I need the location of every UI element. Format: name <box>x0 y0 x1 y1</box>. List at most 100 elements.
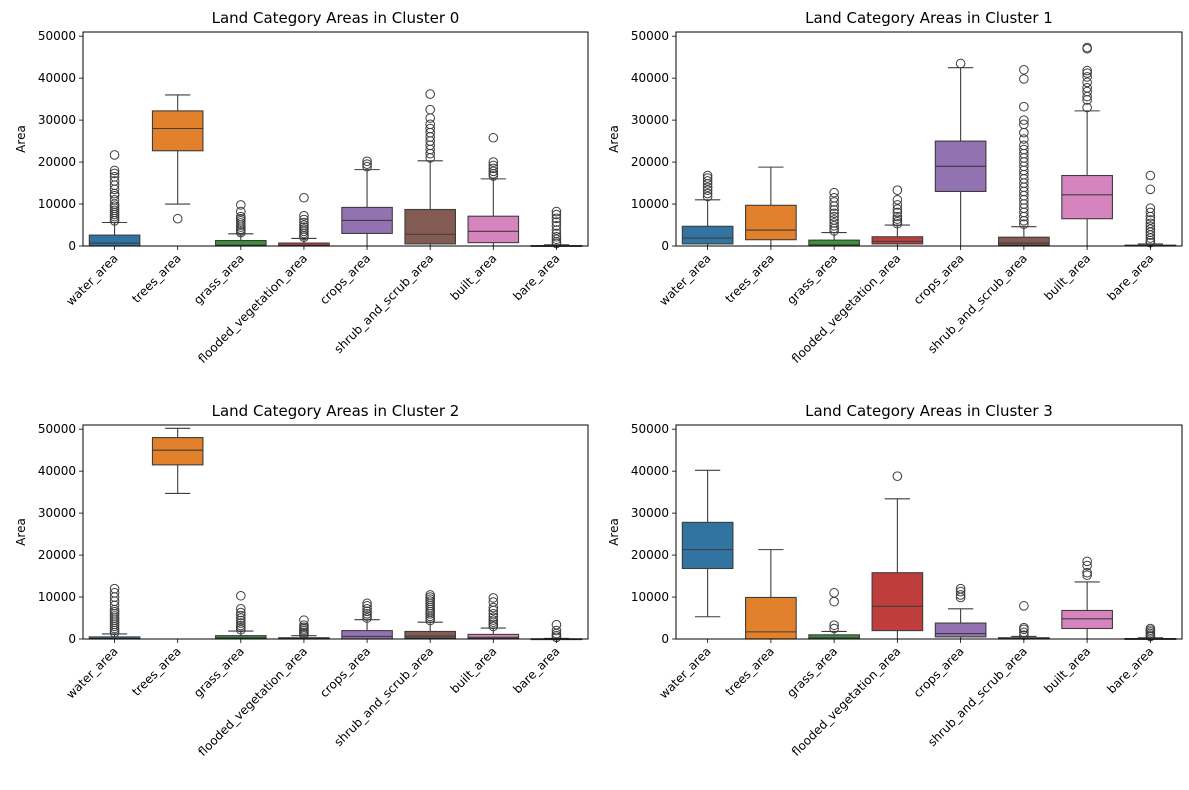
outlier-point <box>1082 83 1092 93</box>
box-trees_area <box>151 427 204 494</box>
x-tick-label: water_area <box>657 644 714 701</box>
x-tick-label: grass_area <box>784 251 840 307</box>
x-tick-label: trees_area <box>129 644 184 699</box>
outlier-point <box>829 620 839 630</box>
outlier-point <box>236 206 246 217</box>
outlier-point <box>236 615 246 626</box>
outlier-point <box>362 598 372 609</box>
iqr-box <box>88 234 141 247</box>
outlier-point <box>362 156 372 167</box>
outlier-point <box>892 204 903 214</box>
box-grass_area <box>808 187 860 247</box>
outlier-point <box>488 166 499 177</box>
outlier-point <box>1145 207 1156 218</box>
outlier-point <box>829 208 839 219</box>
iqr-box <box>681 225 734 245</box>
y-tick-label: 0 <box>661 239 669 253</box>
outlier-point <box>1082 570 1092 581</box>
outlier-point <box>1082 65 1092 76</box>
outlier-point <box>551 221 562 231</box>
outlier-point <box>488 602 499 613</box>
y-tick-label: 20000 <box>631 548 669 562</box>
chart-1: Land Category Areas in Cluster 1 Area 0 100… <box>607 9 1183 366</box>
y-tick-label: 10000 <box>631 197 669 211</box>
outlier-point <box>1082 556 1092 567</box>
outlier-point <box>362 606 372 617</box>
x-tick-label: bare_area <box>1104 251 1156 303</box>
outlier-point <box>109 195 120 205</box>
box-bare_area <box>1124 623 1177 642</box>
outlier-point <box>362 159 372 169</box>
outlier-point <box>551 206 562 217</box>
box-flooded_vegetation_area <box>278 192 330 247</box>
x-tick-label: crops_area <box>317 644 373 700</box>
outlier-point <box>702 191 713 202</box>
y-tick-label: 40000 <box>38 71 76 85</box>
outlier-point <box>1082 77 1092 88</box>
outlier-point <box>488 160 499 171</box>
outlier-point <box>488 612 499 622</box>
box-bare_area <box>1124 170 1177 248</box>
chart-title: Land Category Areas in Cluster 0 <box>212 9 460 27</box>
outlier-point <box>892 207 903 218</box>
outlier-point <box>425 104 435 115</box>
iqr-box <box>151 110 204 152</box>
outlier-point <box>299 615 309 625</box>
chart-title: Land Category Areas in Cluster 2 <box>212 402 460 420</box>
x-tick-label: trees_area <box>722 644 777 699</box>
outlier-point <box>488 163 499 174</box>
outlier-point <box>1019 127 1029 138</box>
outlier-point <box>488 615 499 625</box>
box-water_area <box>88 583 141 640</box>
y-axis-label: Area <box>14 125 28 153</box>
outlier-point <box>109 150 120 160</box>
outlier-point <box>299 214 309 225</box>
outlier-point <box>109 171 120 182</box>
outlier-point <box>109 168 120 179</box>
box-trees_area <box>745 549 797 640</box>
x-tick-label: grass_area <box>784 644 840 700</box>
outlier-point <box>829 226 839 236</box>
outlier-point <box>892 200 903 210</box>
outlier-point <box>1019 601 1029 611</box>
outlier-point <box>702 176 713 186</box>
outlier-point <box>829 205 839 215</box>
outlier-point <box>551 619 562 630</box>
outlier-point <box>109 165 120 176</box>
box-grass_area <box>808 588 860 640</box>
outlier-point <box>1019 115 1029 125</box>
outlier-point <box>829 596 839 607</box>
outlier-point <box>1019 627 1029 638</box>
outlier-point <box>1082 86 1092 97</box>
box-crops_area <box>934 583 987 640</box>
iqr-box <box>745 204 797 241</box>
outlier-point <box>425 123 435 134</box>
outlier-point <box>236 618 246 628</box>
y-tick-label: 50000 <box>631 29 669 43</box>
chart-0: Land Category Areas in Cluster 0 Area 0 100… <box>14 9 589 366</box>
x-tick-label: bare_area <box>1104 644 1156 696</box>
outlier-point <box>1082 567 1092 578</box>
outlier-point <box>1019 101 1029 112</box>
outlier-point <box>892 211 903 222</box>
outlier-point <box>1145 203 1156 214</box>
outlier-point <box>109 583 120 594</box>
y-tick-label: 50000 <box>38 422 76 436</box>
outlier-point <box>702 182 713 193</box>
outlier-point <box>829 588 839 598</box>
outlier-point <box>1145 221 1156 232</box>
x-tick-label: flooded_vegetation_area <box>195 644 310 759</box>
iqr-box <box>681 521 734 570</box>
y-axis-label: Area <box>607 125 621 153</box>
y-tick-label: 50000 <box>631 422 669 436</box>
outlier-point <box>425 590 435 600</box>
chart-3: Land Category Areas in Cluster 3 Area 0 100… <box>607 402 1183 759</box>
outlier-point <box>702 188 713 199</box>
iqr-box <box>467 633 520 640</box>
iqr-box <box>1061 174 1113 220</box>
x-tick-label: crops_area <box>911 251 967 307</box>
outlier-point <box>829 218 839 228</box>
box-flooded_vegetation_area <box>871 185 924 247</box>
outlier-point <box>829 192 839 203</box>
